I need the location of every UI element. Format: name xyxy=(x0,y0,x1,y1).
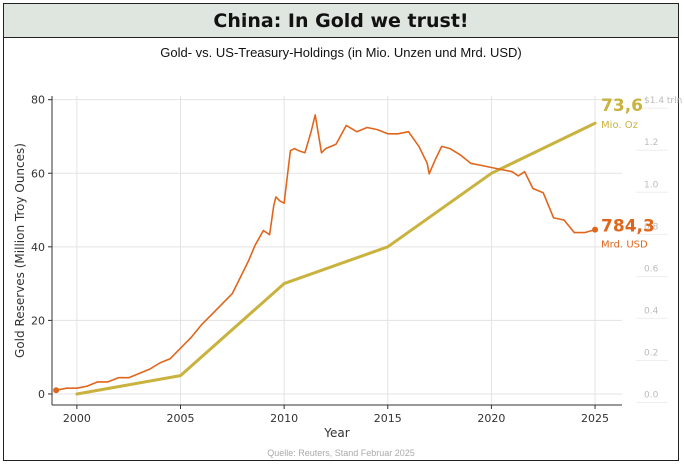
x-axis-title: Year xyxy=(323,426,349,440)
y2-tick-label-0: 0.0 xyxy=(644,390,659,400)
treasury-unit-label: Mrd. USD xyxy=(601,240,648,251)
axes: 2000 2005 2010 2015 2020 2025 0 20 40 60 80 0.0 0.2 0… xyxy=(13,94,682,440)
y2-tick-label-0.4: 0.4 xyxy=(644,306,659,316)
page-title: China: In Gold we trust! xyxy=(213,9,469,32)
y-tick-label-60: 60 xyxy=(31,167,45,180)
x-tick-label-2025: 2025 xyxy=(581,412,609,425)
treasury-value-label: 784,3 xyxy=(601,217,655,237)
series-group xyxy=(53,114,599,396)
y2-tick-label-1.2: 1.2 xyxy=(644,138,658,148)
gold-value-label: 73,6 xyxy=(601,96,643,116)
y-axis-title: Gold Reserves (Million Troy Ounces) xyxy=(13,143,27,358)
x-tick-label-2010: 2010 xyxy=(270,412,298,425)
x-tick-label-2005: 2005 xyxy=(167,412,195,425)
annotation-labels: 73,6 Mio. Oz 784,3 Mrd. USD xyxy=(601,96,655,250)
y2-tick-label-0.2: 0.2 xyxy=(644,348,658,358)
y2-tick-label-1: 1.0 xyxy=(644,180,659,190)
x-tick-label-2020: 2020 xyxy=(477,412,505,425)
y2-tick-label-1.4: $1.4 trln xyxy=(644,96,682,106)
title-bar: China: In Gold we trust! xyxy=(4,4,678,38)
y-tick-label-80: 80 xyxy=(31,94,45,107)
y-tick-label-20: 20 xyxy=(31,314,45,327)
treasury-end-marker xyxy=(592,226,599,233)
y2-tick-label-0.6: 0.6 xyxy=(644,264,659,274)
x-tick-label-2000: 2000 xyxy=(63,412,91,425)
series-line-treasury xyxy=(55,114,596,392)
y-tick-label-0: 0 xyxy=(38,388,45,401)
y-tick-label-40: 40 xyxy=(31,241,45,254)
chart-frame: China: In Gold we trust! Gold- vs. US-Tr… xyxy=(3,3,679,461)
chart-subtitle: Gold- vs. US-Treasury-Holdings (in Mio. … xyxy=(160,45,522,60)
grid-lines xyxy=(52,96,668,405)
gold-unit-label: Mio. Oz xyxy=(601,120,638,131)
y2-tick-label-0.8: 0.8 xyxy=(644,222,659,232)
x-tick-label-2015: 2015 xyxy=(374,412,402,425)
treasury-start-marker xyxy=(53,387,60,394)
series-line-gold xyxy=(75,121,597,396)
source-note: Quelle: Reuters, Stand Februar 2025 xyxy=(267,448,415,458)
